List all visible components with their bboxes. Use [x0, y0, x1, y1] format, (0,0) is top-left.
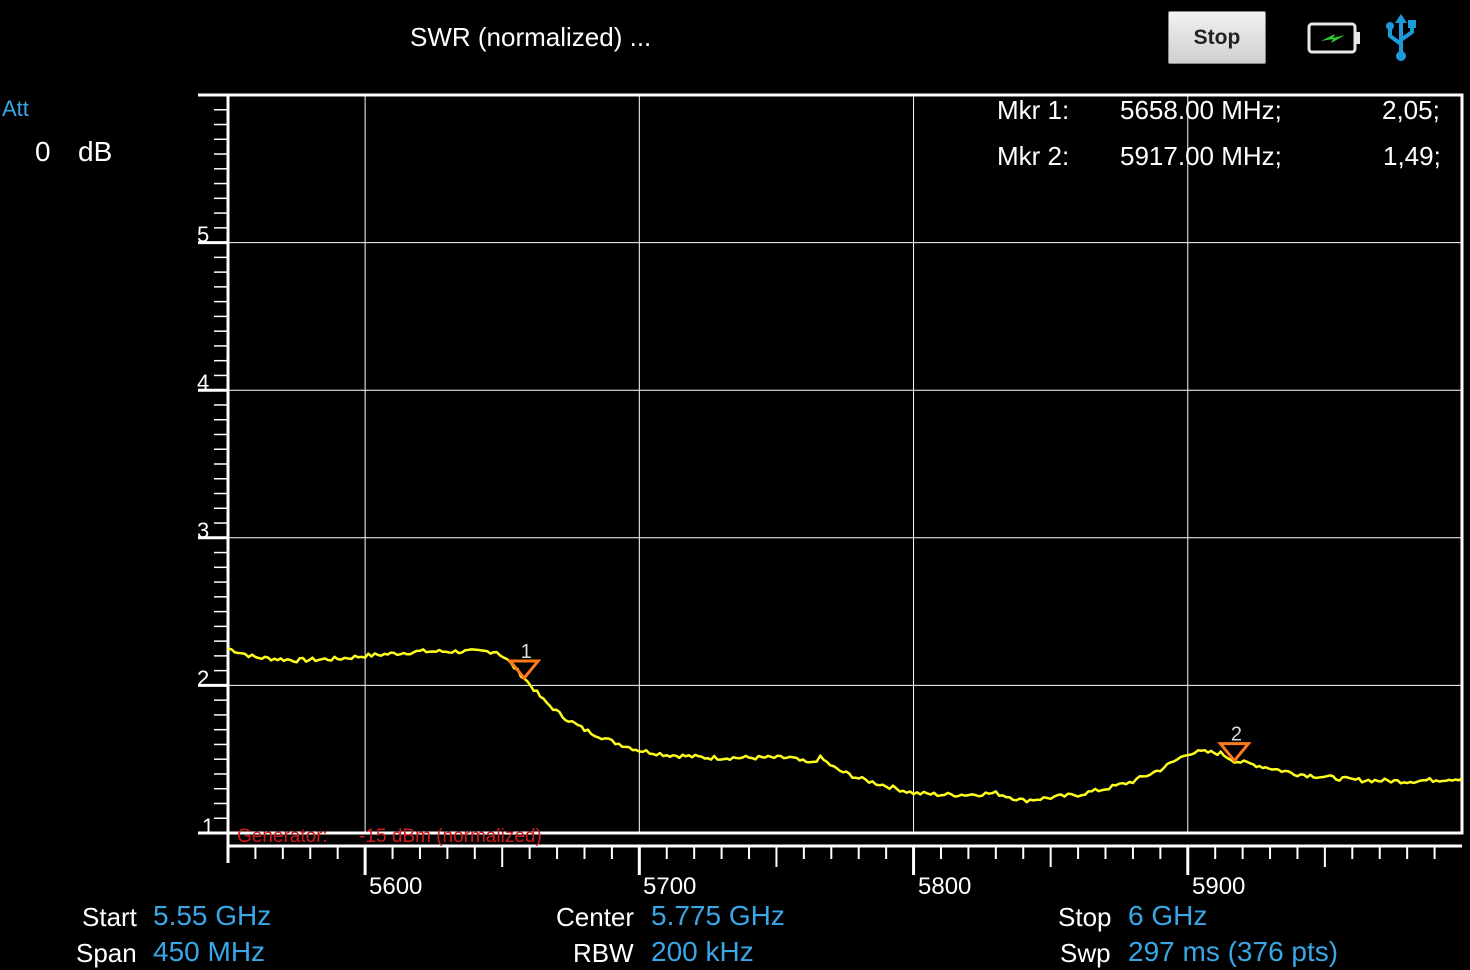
marker-1-freq: 5658.00 MHz;: [1120, 95, 1282, 125]
generator-value: -15 dBm (normalized): [359, 826, 542, 847]
marker-1-triangle: [506, 659, 542, 681]
plot-frame: [226, 93, 1464, 835]
marker-2-label: 2: [1231, 724, 1242, 746]
y-tick-label: 2: [197, 666, 210, 691]
marker-layer: 12: [506, 641, 1252, 764]
swp-label: Swp: [1060, 938, 1111, 968]
y-tick-label: 1: [202, 814, 215, 839]
span-label: Span: [76, 938, 137, 968]
marker-2-value: 1,49;: [1383, 141, 1441, 171]
att-label: Att: [2, 96, 29, 121]
chart-ticks: [198, 93, 1436, 875]
x-tick-label: 5600: [369, 873, 423, 900]
y-tick-label: 4: [197, 370, 210, 395]
usb-icon: [1384, 14, 1418, 67]
rbw-value[interactable]: 200 kHz: [651, 936, 754, 967]
generator-label: Generator:: [237, 826, 328, 847]
center-value[interactable]: 5.775 GHz: [651, 900, 785, 931]
stop-label: Stop: [1058, 902, 1112, 932]
start-value[interactable]: 5.55 GHz: [153, 900, 272, 931]
window-title: SWR (normalized) ...: [410, 22, 652, 52]
att-unit: dB: [78, 136, 113, 167]
y-tick-label: 3: [197, 518, 210, 543]
marker-2-triangle: [1217, 742, 1252, 764]
att-value: 0: [35, 136, 51, 167]
marker-1-name: Mkr 1:: [997, 95, 1070, 125]
stop-button[interactable]: Stop: [1168, 11, 1266, 64]
x-tick-label: 5700: [643, 873, 697, 900]
generator-status: Generator: -15 dBm (normalized): [237, 826, 542, 848]
marker-1-value: 2,05;: [1382, 95, 1440, 125]
marker-1-label: 1: [521, 641, 532, 663]
x-tick-label: 5900: [1192, 873, 1246, 900]
chart-grid: [226, 93, 1464, 863]
battery-charging-icon: [1307, 20, 1363, 61]
center-label: Center: [556, 902, 635, 932]
rbw-label: RBW: [573, 938, 634, 968]
marker-2-freq: 5917.00 MHz;: [1120, 141, 1282, 171]
stop-value[interactable]: 6 GHz: [1128, 900, 1208, 931]
start-label: Start: [82, 902, 137, 932]
span-value[interactable]: 450 MHz: [153, 936, 266, 967]
y-tick-label: 5: [197, 222, 210, 247]
x-tick-label: 5800: [918, 873, 972, 900]
marker-2-name: Mkr 2:: [997, 141, 1070, 171]
swp-value[interactable]: 297 ms (376 pts): [1128, 936, 1339, 967]
trace-layer: [227, 647, 1463, 804]
swr-trace: [227, 647, 1463, 804]
